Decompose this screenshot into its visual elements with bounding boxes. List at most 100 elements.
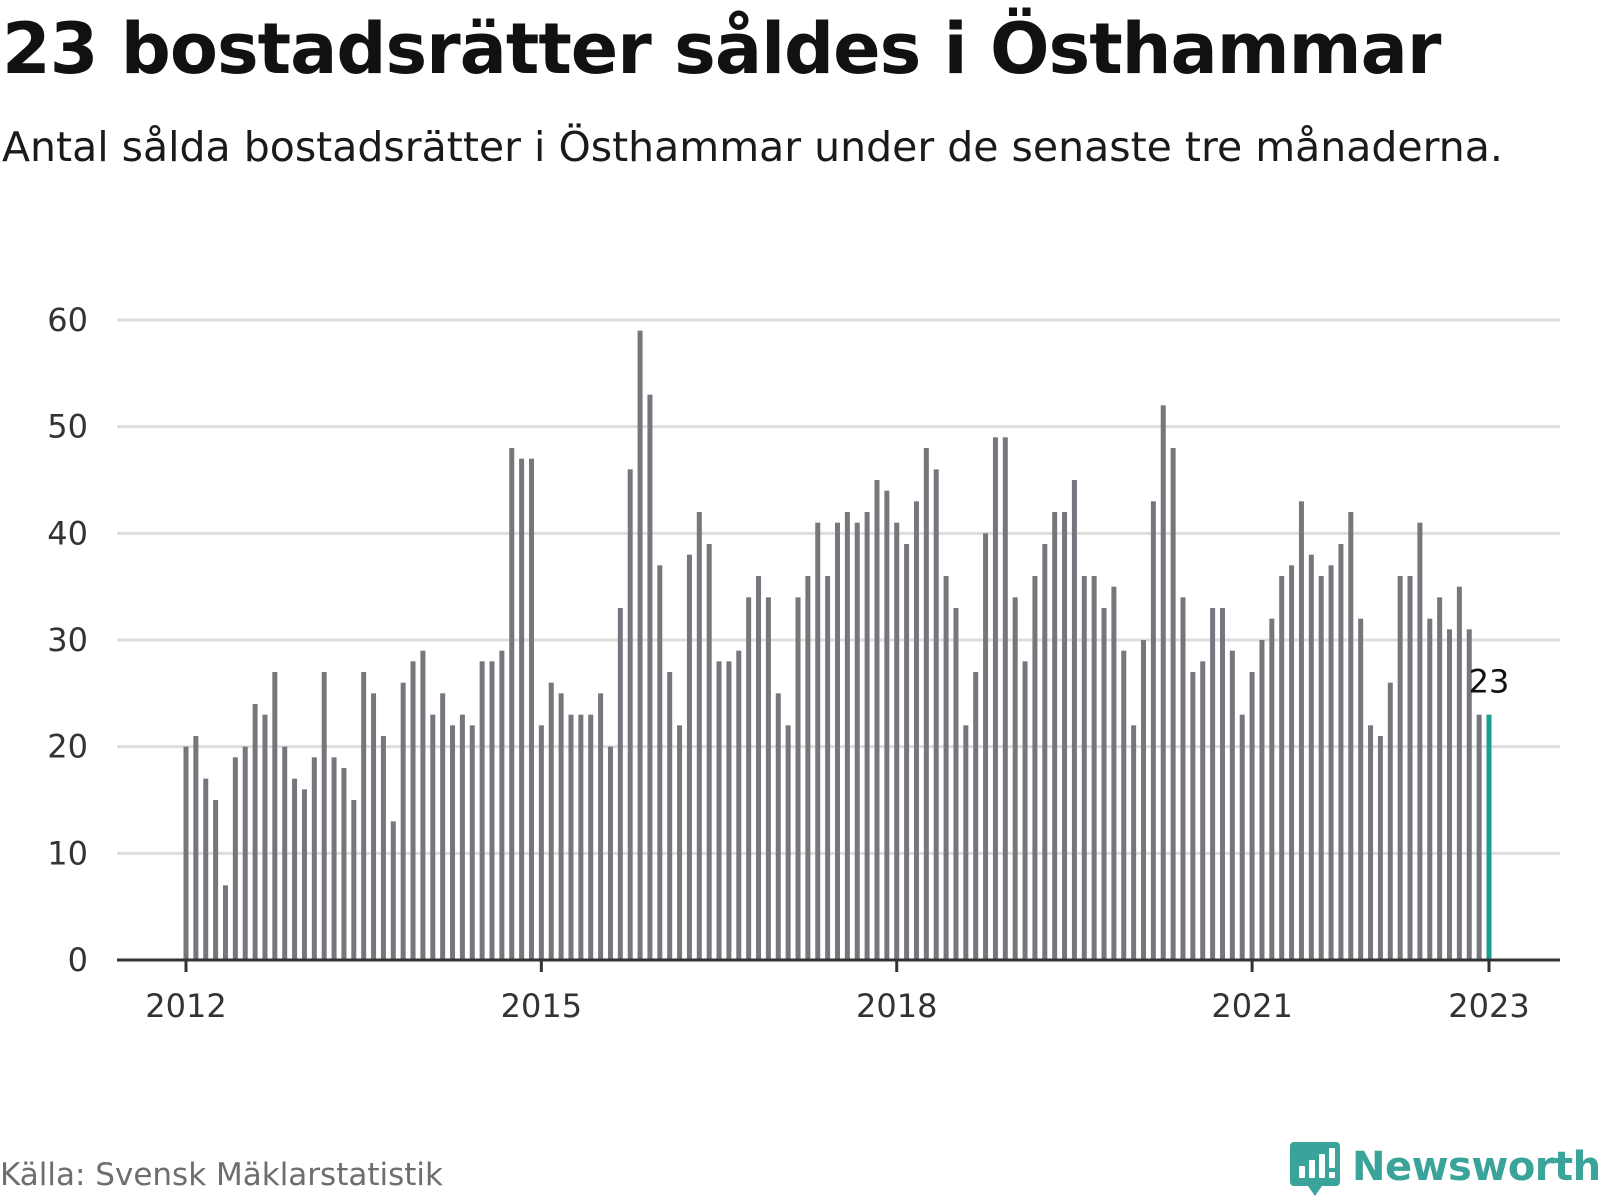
bar — [203, 778, 209, 960]
bar — [420, 650, 426, 960]
newsworthy-logo-icon — [1290, 1142, 1340, 1196]
brand-logo: Newsworthy — [1290, 1140, 1600, 1200]
bar — [716, 661, 722, 960]
bar — [1368, 725, 1374, 960]
y-tick-label: 10 — [47, 834, 88, 872]
bar — [509, 448, 515, 960]
bar — [1338, 544, 1344, 960]
brand-name: Newsworthy — [1352, 1144, 1600, 1190]
bar — [884, 490, 890, 960]
bar — [854, 522, 860, 960]
bar — [1308, 554, 1314, 960]
bar — [667, 672, 673, 960]
bar — [1042, 544, 1048, 960]
bar — [1348, 512, 1354, 960]
bar — [677, 725, 683, 960]
bar — [1298, 501, 1304, 960]
bar — [657, 565, 663, 960]
bar-latest — [1486, 714, 1492, 960]
bar — [479, 661, 485, 960]
bar — [835, 522, 840, 960]
bar — [686, 554, 692, 960]
bar — [953, 608, 959, 960]
bar — [933, 469, 939, 960]
bar — [765, 597, 771, 960]
bar — [1150, 501, 1156, 960]
bar — [756, 576, 762, 960]
bar — [548, 682, 554, 960]
bar — [1289, 565, 1295, 960]
bar — [775, 693, 781, 960]
bar — [1170, 448, 1176, 960]
bar — [1022, 661, 1028, 960]
bar — [232, 757, 238, 960]
bar — [1427, 618, 1433, 960]
bar — [1397, 576, 1403, 960]
bar — [1377, 736, 1383, 960]
bar — [292, 778, 298, 960]
bar — [1417, 522, 1423, 960]
bar — [1131, 725, 1137, 960]
bar — [390, 821, 396, 960]
bar — [825, 576, 831, 960]
chart-title: 23 bostadsrätter såldes i Östhammar — [2, 8, 1441, 90]
bar — [469, 725, 475, 960]
x-tick-label: 2012 — [145, 987, 226, 1025]
bar — [588, 714, 594, 960]
bar — [973, 672, 979, 960]
y-tick-label: 20 — [47, 728, 88, 766]
bar — [1269, 618, 1275, 960]
source-note: Källa: Svensk Mäklarstatistik — [0, 1157, 443, 1193]
bar — [1190, 672, 1196, 960]
x-tick-label: 2021 — [1211, 987, 1292, 1025]
bar — [538, 725, 544, 960]
bar — [193, 736, 199, 960]
bar — [351, 800, 357, 960]
y-tick-label: 0 — [68, 941, 88, 979]
bar — [963, 725, 969, 960]
bar — [923, 448, 929, 960]
x-tick-label: 2018 — [856, 987, 937, 1025]
bar — [568, 714, 574, 960]
bar — [1002, 437, 1008, 960]
bar — [1081, 576, 1087, 960]
bar — [894, 522, 900, 960]
bar — [637, 330, 643, 961]
chart-subtitle: Antal sålda bostadsrätter i Östhammar un… — [2, 123, 1503, 171]
bar — [736, 650, 742, 960]
y-tick-label: 40 — [47, 514, 88, 552]
bar — [1456, 586, 1462, 960]
bar — [242, 746, 248, 960]
annotations: 23 — [1469, 663, 1510, 701]
bar — [1121, 650, 1127, 960]
bar — [726, 661, 732, 960]
bar — [341, 768, 347, 960]
bar — [992, 437, 998, 960]
bar — [1180, 597, 1186, 960]
bar — [795, 597, 801, 960]
bar — [607, 746, 613, 960]
bar — [361, 672, 367, 960]
bar — [983, 533, 989, 960]
bar — [1210, 608, 1216, 960]
bar — [598, 693, 604, 960]
bar — [617, 608, 623, 960]
bar — [440, 693, 446, 960]
bar — [627, 469, 633, 960]
bar — [1358, 618, 1364, 960]
bar — [1466, 629, 1472, 960]
bar — [1111, 586, 1117, 960]
bar — [874, 480, 880, 960]
bar — [1407, 576, 1413, 960]
bars — [183, 330, 1492, 961]
bar — [1259, 640, 1265, 960]
bar — [1219, 608, 1225, 960]
bar — [331, 757, 337, 960]
bar — [805, 576, 811, 960]
bar — [301, 789, 307, 960]
bar — [272, 672, 278, 960]
bar — [380, 736, 386, 960]
bar — [696, 512, 702, 960]
bar — [1012, 597, 1018, 960]
bar — [311, 757, 317, 960]
